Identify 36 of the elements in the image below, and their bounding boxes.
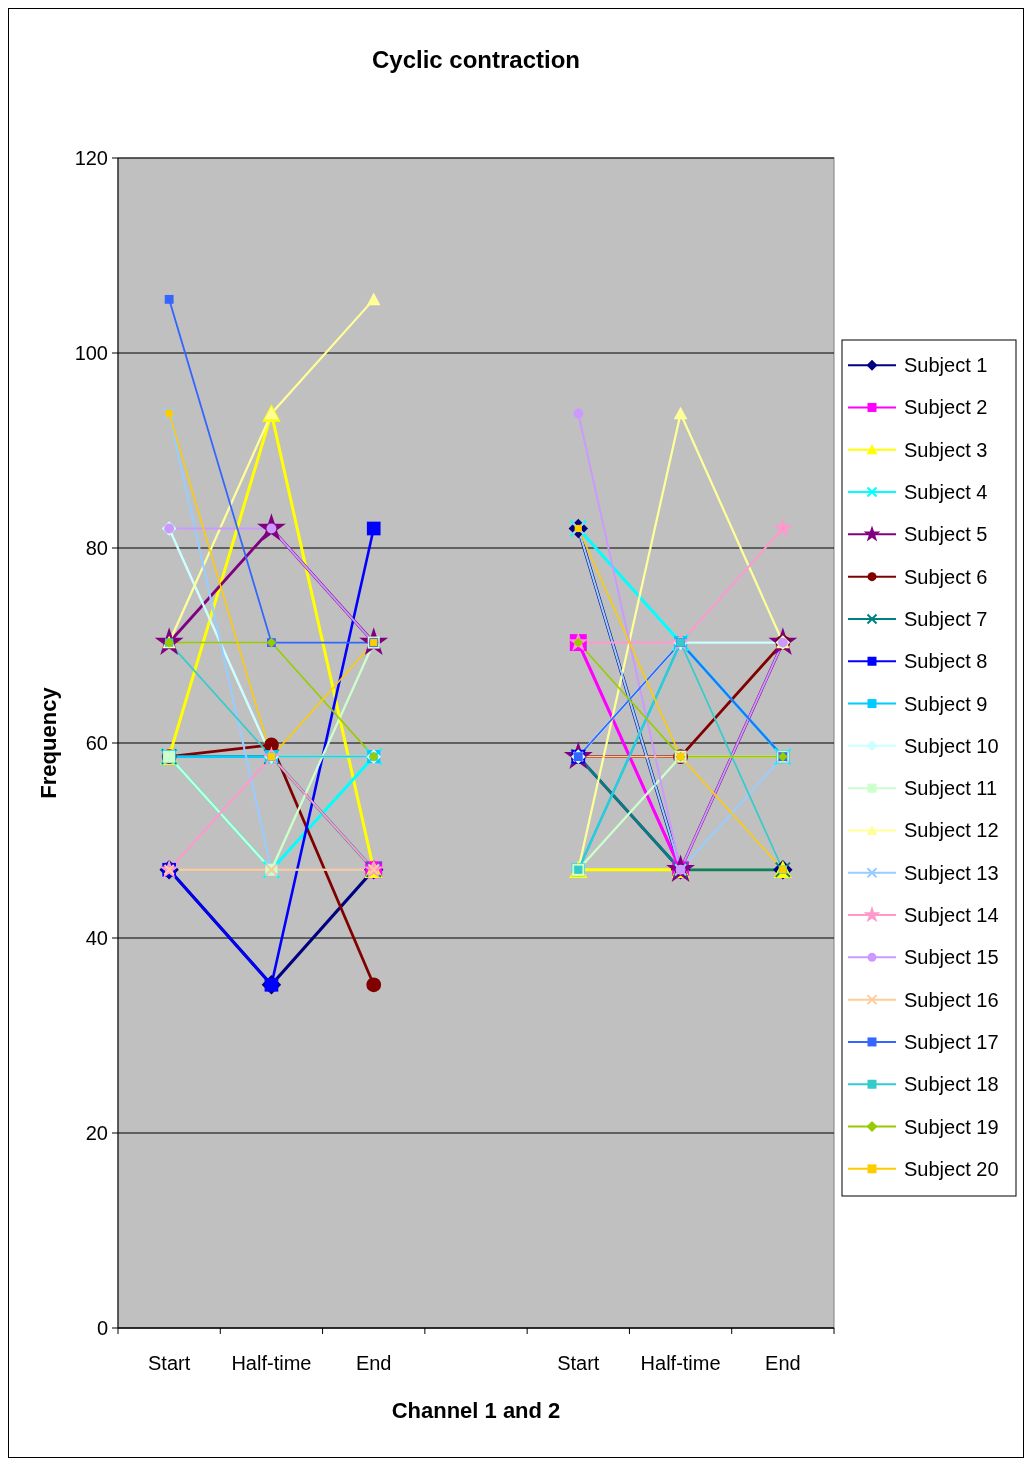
y-tick-label: 100 xyxy=(74,342,108,364)
legend-label: Subject 10 xyxy=(904,734,999,757)
y-tick-label: 120 xyxy=(74,147,108,169)
y-tick-label: 60 xyxy=(85,732,108,754)
legend-label: Subject 17 xyxy=(904,1030,999,1053)
legend-label: Subject 15 xyxy=(904,946,999,969)
legend-label: Subject 11 xyxy=(904,777,998,800)
legend-label: Subject 9 xyxy=(904,692,988,715)
y-tick-label: 40 xyxy=(85,927,108,949)
legend-label: Subject 12 xyxy=(904,819,999,842)
x-tick-label: Half-time xyxy=(231,1352,312,1374)
y-tick-label: 0 xyxy=(96,1317,108,1339)
x-tick-label: Half-time xyxy=(640,1352,721,1374)
legend-label: Subject 5 xyxy=(904,523,988,546)
legend-label: Subject 3 xyxy=(904,438,988,461)
legend-label: Subject 1 xyxy=(904,354,988,377)
x-tick-label: Start xyxy=(557,1352,600,1374)
legend-label: Subject 14 xyxy=(904,904,999,927)
legend-label: Subject 8 xyxy=(904,650,988,673)
legend-label: Subject 20 xyxy=(904,1157,999,1180)
legend-label: Subject 6 xyxy=(904,565,988,588)
legend-label: Subject 2 xyxy=(904,396,988,419)
legend-label: Subject 7 xyxy=(904,607,988,630)
x-tick-label: End xyxy=(765,1352,801,1374)
x-tick-label: Start xyxy=(148,1352,191,1374)
legend-label: Subject 19 xyxy=(904,1115,999,1138)
legend-label: Subject 4 xyxy=(904,481,988,504)
y-axis-title: Frequency xyxy=(36,686,61,799)
y-tick-label: 80 xyxy=(85,537,108,559)
y-tick-label: 20 xyxy=(85,1122,108,1144)
legend-label: Subject 13 xyxy=(904,861,999,884)
x-tick-label: End xyxy=(355,1352,392,1374)
x-axis-title: Channel 1 and 2 xyxy=(391,1398,561,1423)
legend-label: Subject 18 xyxy=(904,1073,999,1096)
chart-title: Cyclic contraction xyxy=(371,46,581,73)
legend-label: Subject 16 xyxy=(904,988,999,1011)
